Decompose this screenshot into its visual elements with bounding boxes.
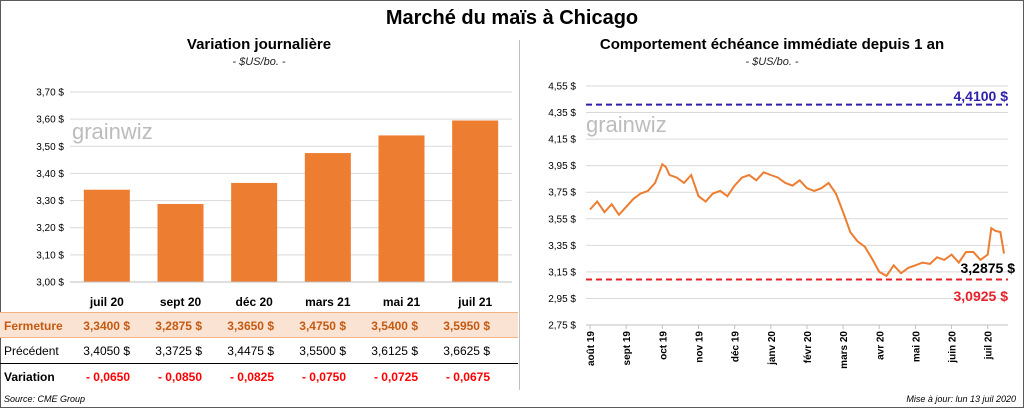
- bar-y-tick-label: 3,00 $: [36, 278, 64, 289]
- line-y-tick-label: 4,35 $: [548, 108, 576, 119]
- bar: [304, 153, 351, 282]
- right-unit: - $US/bo. -: [745, 56, 799, 68]
- price-line: [589, 162, 1005, 278]
- variation-cell: - 0,0825: [229, 370, 274, 384]
- line-x-tick-label: juin 20: [948, 331, 959, 364]
- line-x-tick-label: nov 19: [694, 331, 705, 363]
- line-x-tick-label: mars 20: [839, 331, 850, 369]
- variation-cell: - 0,0650: [85, 370, 130, 384]
- low-value-label: 3,0925 $: [954, 288, 1009, 304]
- variation-cell: - 0,0850: [157, 370, 202, 384]
- bar-y-tick-label: 3,20 $: [36, 223, 64, 234]
- bar-category-label: déc 20: [235, 295, 273, 309]
- variation-cell: - 0,0675: [445, 370, 490, 384]
- fermeture-cell: 3,4750 $: [299, 319, 346, 333]
- line-x-tick-label: déc 19: [731, 331, 742, 363]
- line-x-axis: août 19 sept 19 oct 19 nov 19 déc 19 janv 20 f…: [586, 325, 995, 369]
- line-x-tick-label: août 19: [586, 331, 597, 366]
- precedent-cell: 3,3725 $: [155, 344, 202, 358]
- bar-series: [83, 120, 499, 282]
- left-subtitle: Variation journalière: [186, 36, 332, 53]
- panel-divider: [519, 40, 520, 390]
- right-watermark: grainwiz: [586, 112, 667, 137]
- left-unit: - $US/bo. -: [232, 56, 286, 68]
- bar: [231, 182, 278, 282]
- left-watermark: grainwiz: [72, 119, 153, 144]
- bar-y-tick-label: 3,30 $: [36, 196, 64, 207]
- bar-x-axis: juil 20 sept 20 déc 20 mars 21 mai 21 juil 21: [89, 295, 493, 309]
- fermeture-cell: 3,5950 $: [443, 319, 490, 333]
- bar: [452, 120, 499, 282]
- bar-gridlines: [70, 91, 512, 256]
- row-label-fermeture: Fermeture: [4, 319, 63, 333]
- right-subtitle: Comportement échéance immédiate depuis 1…: [599, 36, 945, 53]
- bar-y-tick-label: 3,40 $: [36, 169, 64, 180]
- bar-category-label: juil 21: [457, 295, 492, 309]
- bar-y-axis: 3,00 $ 3,10 $ 3,20 $ 3,30 $ 3,40 $ 3,50 $ 3,60…: [36, 88, 64, 289]
- line-x-tick-label: janv 20: [767, 331, 778, 366]
- line-y-tick-label: 4,15 $: [548, 135, 576, 146]
- bar-category-label: juil 20: [89, 295, 124, 309]
- fermeture-cell: 3,3650 $: [227, 319, 274, 333]
- table-row-precedent: Précédent 3,4050 $ 3,3725 $ 3,4475 $ 3,5…: [0, 338, 518, 364]
- row-label-precedent: Précédent: [4, 344, 59, 358]
- bar-category-label: sept 20: [160, 295, 202, 309]
- table-row-fermeture: Fermeture 3,3400 $ 3,2875 $ 3,3650 $ 3,4…: [0, 312, 518, 338]
- bar: [378, 135, 425, 282]
- bar-category-label: mai 21: [383, 295, 421, 309]
- fermeture-cell: 3,5400 $: [371, 319, 418, 333]
- line-y-tick-label: 2,95 $: [548, 294, 576, 305]
- bar: [157, 203, 204, 282]
- line-y-tick-label: 2,75 $: [548, 321, 576, 332]
- variation-cell: - 0,0725: [373, 370, 418, 384]
- bar-y-tick-label: 3,70 $: [36, 88, 64, 99]
- update-note: Mise à jour: lun 13 juil 2020: [906, 394, 1016, 404]
- precedent-cell: 3,4475 $: [227, 344, 274, 358]
- line-y-tick-label: 3,75 $: [548, 188, 576, 199]
- line-y-axis: 2,75 $ 2,95 $ 3,15 $ 3,35 $ 3,55 $ 3,75 $ 3,95…: [548, 82, 576, 332]
- row-label-variation: Variation: [4, 370, 55, 384]
- fermeture-cell: 3,3400 $: [83, 319, 130, 333]
- bar-y-tick-label: 3,60 $: [36, 115, 64, 126]
- precedent-cell: 3,5500 $: [299, 344, 346, 358]
- high-value-label: 4,4100 $: [954, 88, 1009, 104]
- line-x-tick-label: sept 19: [622, 331, 633, 366]
- bar-y-tick-label: 3,50 $: [36, 142, 64, 153]
- bar-y-tick-label: 3,10 $: [36, 250, 64, 261]
- bar: [83, 189, 130, 282]
- line-y-tick-label: 3,55 $: [548, 214, 576, 225]
- line-x-tick-label: févr 20: [803, 331, 814, 364]
- precedent-cell: 3,6125 $: [371, 344, 418, 358]
- source-note: Source: CME Group: [4, 394, 86, 404]
- line-x-tick-label: mai 20: [911, 331, 922, 363]
- line-x-tick-label: oct 19: [658, 331, 669, 360]
- main-title: Marché du maïs à Chicago: [385, 7, 639, 29]
- line-x-tick-label: juil 20: [984, 331, 995, 361]
- last-value-label: 3,2875 $: [961, 260, 1016, 276]
- line-gridlines: [586, 85, 1008, 299]
- line-y-tick-label: 3,95 $: [548, 161, 576, 172]
- line-x-tick-label: avr 20: [875, 331, 886, 360]
- precedent-cell: 3,6625 $: [443, 344, 490, 358]
- line-y-tick-label: 4,55 $: [548, 82, 576, 93]
- variation-cell: - 0,0750: [301, 370, 346, 384]
- line-y-tick-label: 3,35 $: [548, 241, 576, 252]
- line-y-tick-label: 3,15 $: [548, 267, 576, 278]
- table-row-variation: Variation - 0,0650 - 0,0850 - 0,0825 - 0…: [0, 364, 518, 390]
- precedent-cell: 3,4050 $: [83, 344, 130, 358]
- fermeture-cell: 3,2875 $: [155, 319, 202, 333]
- bar-category-label: mars 21: [305, 295, 351, 309]
